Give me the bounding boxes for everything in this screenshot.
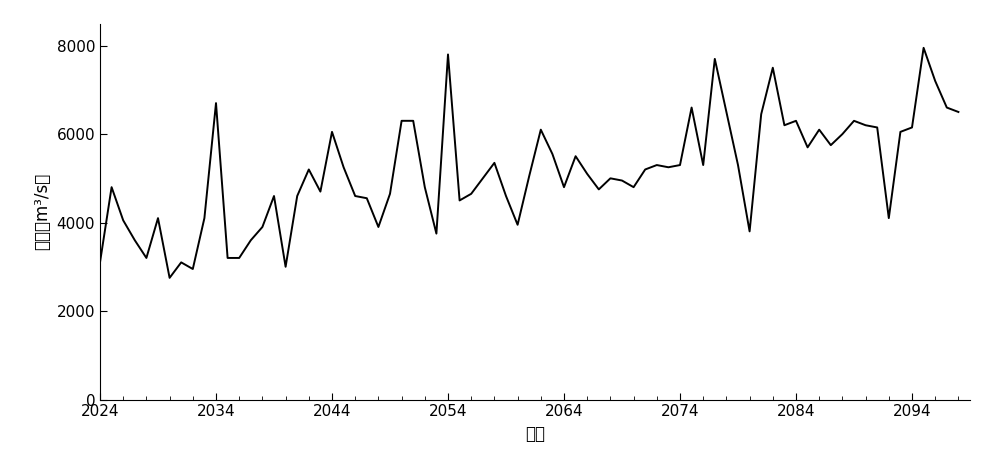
Y-axis label: 流量（m³/s）: 流量（m³/s） bbox=[33, 173, 51, 250]
X-axis label: 时间: 时间 bbox=[525, 425, 545, 443]
